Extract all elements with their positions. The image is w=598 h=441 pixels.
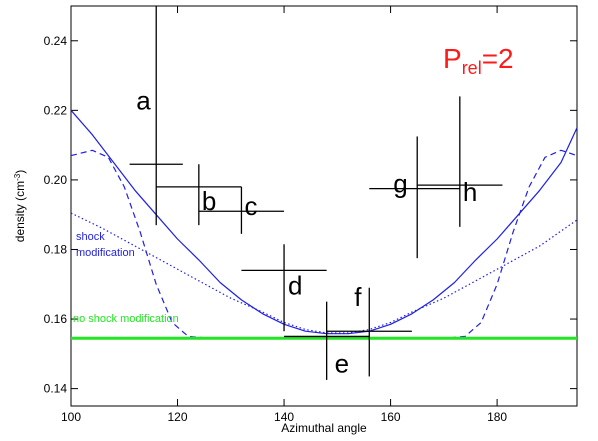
plot-area	[70, 5, 578, 407]
x-tick-label: 180	[487, 410, 507, 424]
series-shock-solid	[70, 109, 578, 335]
x-tick-label: 140	[274, 410, 294, 424]
legend-shock-line1: shock	[76, 231, 105, 243]
point-label-d: d	[288, 270, 302, 300]
series-dashed	[70, 149, 578, 339]
y-tick-label: 0.22	[44, 103, 68, 117]
y-axis-title-end: )	[13, 170, 27, 174]
y-axis-title-main: density (cm	[13, 181, 27, 242]
y-tick-label: 0.24	[44, 34, 68, 48]
point-label-e: e	[335, 348, 349, 378]
point-label-g: g	[393, 169, 407, 199]
x-tick-label: 160	[381, 410, 401, 424]
y-tick-label: 0.14	[44, 382, 68, 396]
point-label-b: b	[202, 186, 216, 216]
prel-annotation-main: P	[443, 43, 462, 74]
label-layer: a b c d e f g h	[136, 85, 477, 378]
legend-shock-line2: modification	[76, 247, 135, 259]
y-tick-label: 0.20	[44, 173, 68, 187]
x-tick-label: 100	[61, 410, 81, 424]
point-label-h: h	[463, 177, 477, 207]
prel-annotation-tail: =2	[482, 43, 514, 74]
legend-no-shock: no shock modification	[73, 313, 179, 325]
plot-frame	[70, 5, 578, 407]
series-dotted	[70, 212, 578, 334]
series-layer	[70, 109, 578, 340]
y-axis-title: density (cm-3)	[13, 170, 27, 242]
x-axis-title: Azimuthal angle	[281, 421, 367, 435]
y-tick-label: 0.16	[44, 312, 68, 326]
y-axis-title-sup: -3	[13, 173, 22, 181]
prel-annotation: Prel=2	[443, 43, 514, 78]
x-tick-label: 120	[168, 410, 188, 424]
point-label-f: f	[354, 282, 362, 312]
errbar-layer	[129, 6, 503, 380]
prel-annotation-sub: rel	[462, 58, 482, 78]
y-tick-label: 0.18	[44, 242, 68, 256]
axes: 100 120 140 160 180 0.14 0.16 0.18 0.20 0.22 0.24	[44, 6, 577, 424]
point-label-c: c	[244, 191, 257, 221]
point-label-a: a	[136, 85, 151, 115]
